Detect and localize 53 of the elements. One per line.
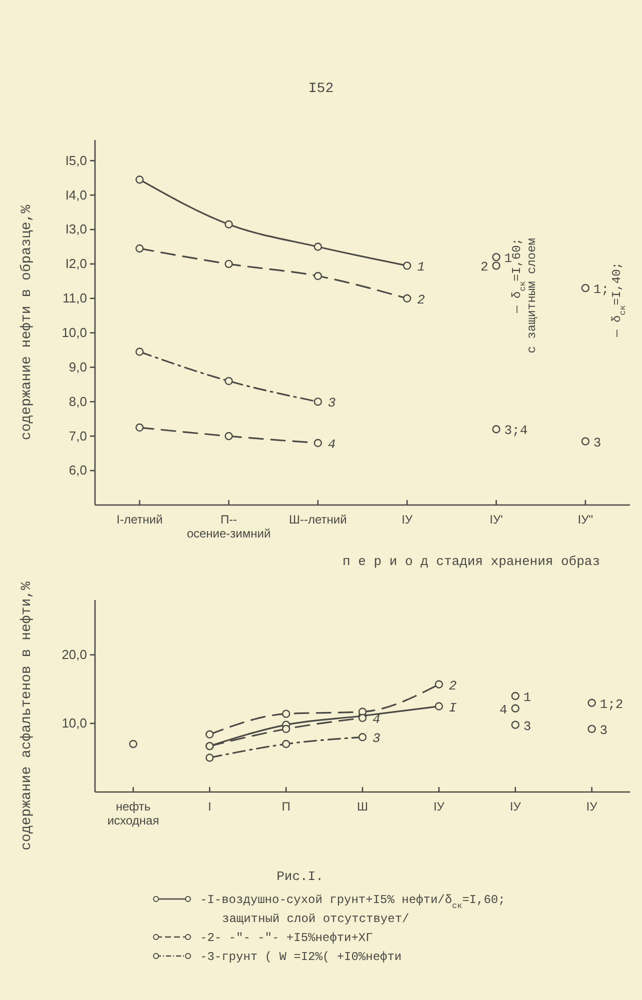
- y-tick-label: I4,0: [65, 187, 87, 202]
- y-tick-label: I5,0: [65, 152, 87, 168]
- y-tick-label: 10,0: [62, 324, 87, 340]
- text: I52: [308, 81, 334, 97]
- series-label: 3;4: [504, 423, 528, 438]
- series-label: 4: [328, 437, 336, 452]
- series-label: 1: [417, 260, 425, 275]
- x-axis-title: п е р и о д стадия хранения образ: [342, 554, 600, 569]
- x-tick-label: I-летний: [116, 512, 163, 527]
- y-tick-label: 20,0: [62, 647, 87, 662]
- series-label: 3: [328, 396, 336, 411]
- text: -3-грунт ( W =I2%( +I0%нефти: [200, 950, 402, 964]
- y-tick-label: I3,0: [65, 222, 87, 237]
- y-tick-label: 9,0: [68, 359, 87, 374]
- text: -2- -"- -"- +I5%нефти+ХГ: [200, 931, 373, 945]
- series-label: 3: [523, 718, 532, 734]
- series-label: 3: [593, 435, 602, 450]
- y-tick-label: 6,0: [68, 462, 87, 478]
- y-tick-label: 11,0: [62, 290, 87, 306]
- series-label: 1;2: [600, 696, 624, 712]
- text: -I-воздушно-сухой грунт+I5% нефти/δ$_{ск}$=I,60;: [200, 893, 506, 911]
- series-label: 3: [372, 731, 380, 746]
- x-tick-label: IУ: [433, 800, 445, 814]
- text: Рис.I.: [276, 869, 324, 884]
- x-tick-label: IУ: [510, 800, 522, 814]
- x-tick-label: П: [282, 800, 290, 814]
- series-label: I: [448, 700, 457, 716]
- series-label: 4: [372, 712, 380, 727]
- x-tick-label: П--осение-зимний: [186, 512, 271, 540]
- x-tick-label: нефть исходная: [107, 800, 160, 828]
- series-label: 2: [448, 678, 457, 694]
- y-tick-label: 7,0: [68, 428, 87, 444]
- x-tick-label: Ш: [357, 800, 368, 814]
- text: защитный слой отсутствует/: [222, 912, 410, 926]
- x-tick-label: IУ: [586, 800, 598, 814]
- x-tick-label: Ш--летний: [289, 512, 347, 527]
- series-label: 4: [500, 702, 508, 718]
- x-tick-label: I: [208, 800, 212, 814]
- y-tick-label: 8,0: [68, 394, 87, 409]
- x-tick-label: IУ": [578, 512, 594, 527]
- y-tick-label: I2,0: [65, 256, 87, 272]
- y-tick-label: 10,0: [62, 716, 87, 731]
- series-label: 1: [504, 251, 512, 266]
- annotation: с защитным слоем: [525, 238, 539, 354]
- x-tick-label: IУ': [490, 512, 503, 527]
- series-label: 2: [417, 292, 426, 308]
- y-axis-title: содержание асфальтенов в нефти,%: [19, 580, 35, 850]
- y-axis-title: содержание нефти в образце,%: [19, 204, 35, 440]
- x-tick-label: IУ: [402, 512, 413, 527]
- series-label: 1;: [593, 282, 610, 298]
- text: 3: [600, 722, 608, 738]
- series-label: 2: [480, 260, 488, 275]
- series-label: 1: [523, 690, 532, 705]
